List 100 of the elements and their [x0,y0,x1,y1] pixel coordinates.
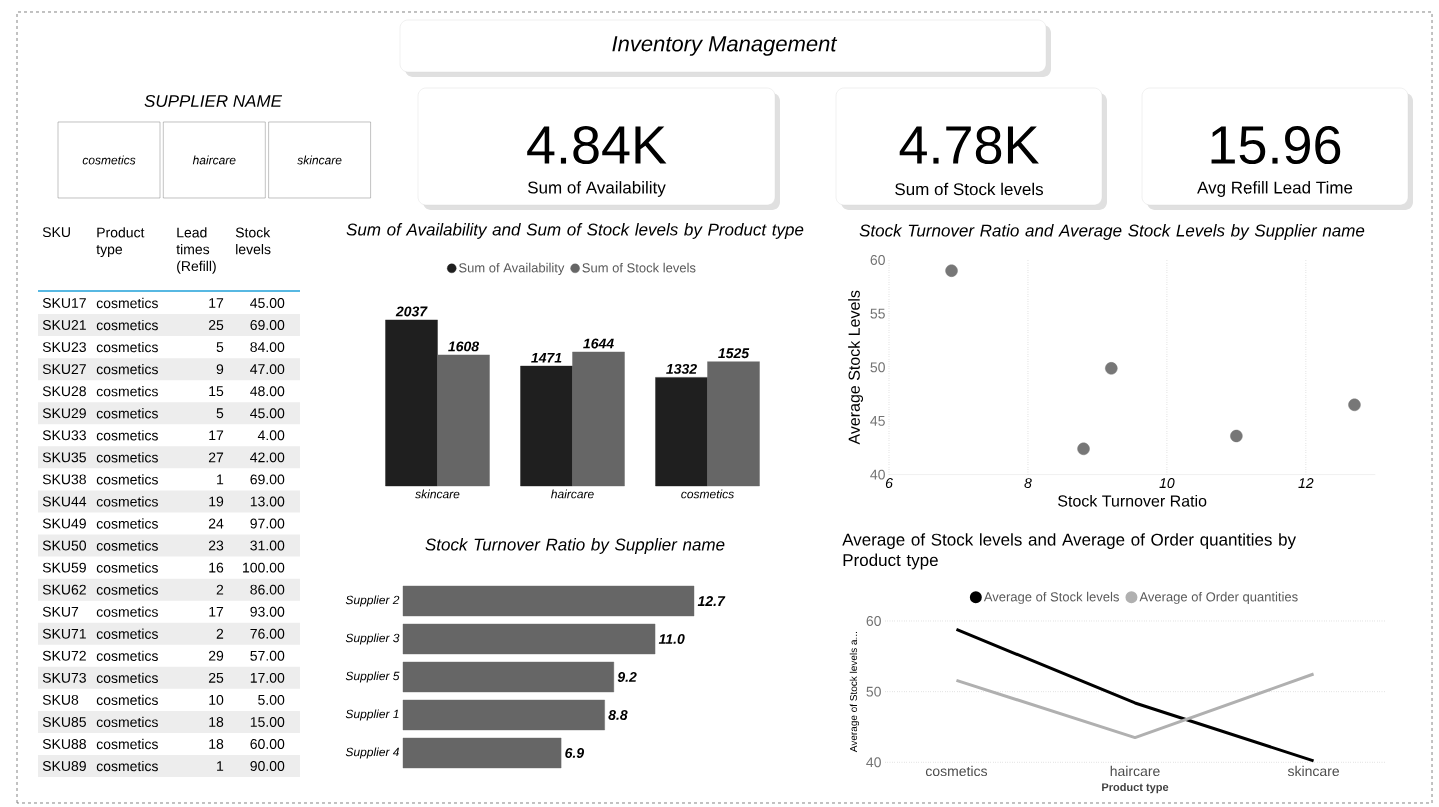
text: 42.00 [250,452,285,463]
bar [402,699,605,731]
text: 31.00 [250,540,285,551]
point [1230,429,1243,443]
text: 16 [209,562,224,573]
y-tick-label: Supplier 2 [345,595,400,607]
data-label: 12.7 [697,596,726,606]
text: 9 [216,364,224,375]
text: SKU50 [42,540,87,551]
bar [402,623,656,655]
bar [520,365,573,487]
y-axis-title: Average of Stock levels a... [849,632,860,753]
bar [707,361,760,487]
text: cosmetics [96,496,158,507]
data-label: 8.8 [608,710,628,720]
x-tick-label: haircare [1110,765,1160,777]
text: 4.84K [527,125,667,165]
text: 2 [216,628,224,639]
bar [572,351,625,487]
text: 23 [208,540,224,551]
x-axis-title: Stock Turnover Ratio [1058,494,1207,507]
text: cosmetics [96,319,158,331]
category-label: Product type [96,227,145,258]
text: SKU29 [42,408,86,419]
text: cosmetics [96,430,158,441]
text: 57.00 [250,650,285,661]
chart-title: Sum of Availability and Sum of Stock levels by Product type [346,223,804,239]
text: 100.00 [243,562,285,573]
text: 18 [209,739,224,749]
text: cosmetics [96,452,158,463]
text: cosmetics [96,628,158,639]
text: SKU7 [42,606,79,617]
text: SUPPLIER NAME [144,94,283,108]
bar [402,737,562,769]
text: SKU21 [42,320,86,331]
chart-title: Average of Stock levels and Average of Order quantities by Product type [842,533,1297,570]
text: cosmetics [96,584,158,595]
text: 17 [209,430,224,441]
data-label: 1608 [448,341,480,352]
text: 84.00 [250,342,285,353]
y-tick-label: Supplier 3 [345,633,400,645]
text: 25 [208,672,224,683]
text: SKU38 [42,474,86,485]
y-tick-label: 55 [870,308,885,319]
text: SKU17 [42,298,86,308]
text: cosmetics [96,562,158,573]
text: 1 [217,761,224,771]
y-tick-label: Supplier 1 [345,709,399,721]
text: SKU44 [42,496,87,507]
category-label: Sum of Stock levels [895,182,1044,196]
text: 47.00 [250,364,285,375]
x-tick-label: 12 [1298,478,1314,488]
text: 5.00 [258,694,285,705]
text: SKU73 [42,672,86,683]
text: 4.78K [899,125,1039,165]
text: cosmetics [96,650,158,661]
x-tick-label: cosmetics [925,765,988,777]
category-label: Stock levels [235,227,271,255]
text: 97.00 [250,518,285,529]
text: cosmetics [96,364,158,375]
text: cosmetics [96,672,158,683]
category-label: skincare [297,155,342,165]
text: cosmetics [96,716,158,728]
point [1348,398,1361,412]
text: Inventory Management [612,36,838,56]
text: SKU49 [42,518,86,529]
text: cosmetics [96,408,158,419]
text: 18 [209,716,224,727]
x-tick-label: 8 [1024,478,1032,489]
y-axis-title: Average Stock Levels [848,290,864,445]
text: 86.00 [250,584,285,595]
text: 45.00 [250,298,285,308]
bar [402,585,695,617]
text: SKU88 [42,739,86,749]
text: SKU71 [42,628,86,639]
text: 10 [209,694,224,705]
text: 15.96 [1211,125,1341,165]
text: cosmetics [96,386,158,397]
bar [437,354,490,487]
y-tick-label: Supplier 4 [345,747,400,759]
x-tick-label: skincare [415,489,460,499]
bar [655,377,708,487]
bar [385,319,438,487]
text: 69.00 [250,320,285,331]
text: 17 [209,298,224,308]
text: SKU62 [42,584,86,595]
text: 15.00 [250,716,285,727]
text: cosmetics [96,606,158,617]
y-tick-label: 40 [866,757,881,768]
text: SKU85 [42,716,86,727]
x-tick-label: cosmetics [681,489,734,499]
text: 90.00 [250,761,285,772]
point [1105,362,1118,375]
category-label: Sum of Availability [527,181,666,197]
text: 1 [217,474,224,485]
legend-label: Sum of Availability [459,262,565,275]
bar [402,661,615,693]
text: 29 [208,650,224,661]
legend-label: Average of Order quantities [1139,591,1298,604]
text: 17 [209,606,224,617]
